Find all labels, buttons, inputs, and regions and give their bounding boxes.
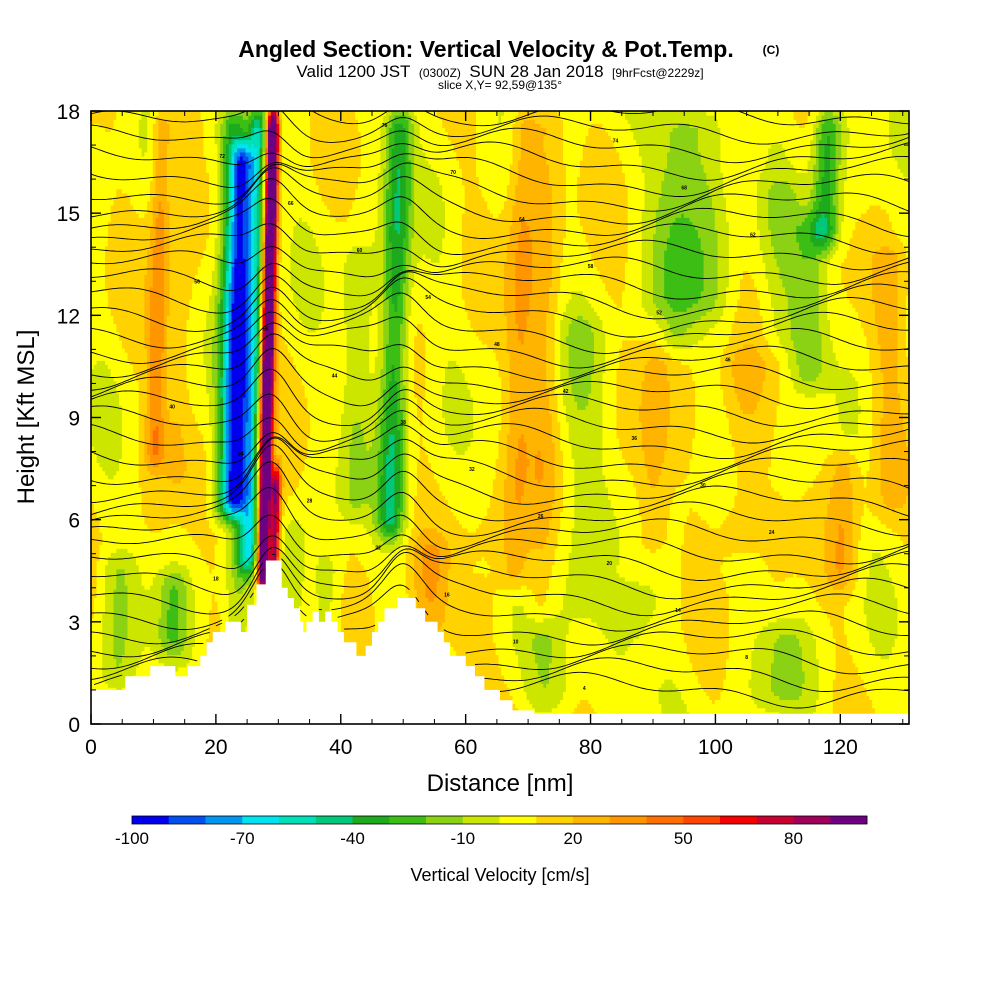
slice-label: slice X,Y= 92,59@135°	[438, 78, 562, 92]
subtitle-valid: Valid 1200 JST	[296, 62, 410, 81]
chart-title: Angled Section: Vertical Velocity & Pot.…	[238, 36, 733, 62]
title-mark: (C)	[763, 43, 780, 57]
cross-section-chart: Angled Section: Vertical Velocity & Pot.…	[0, 0, 1000, 1000]
subtitle-forecast: [9hrFcst@2229z]	[612, 66, 704, 80]
